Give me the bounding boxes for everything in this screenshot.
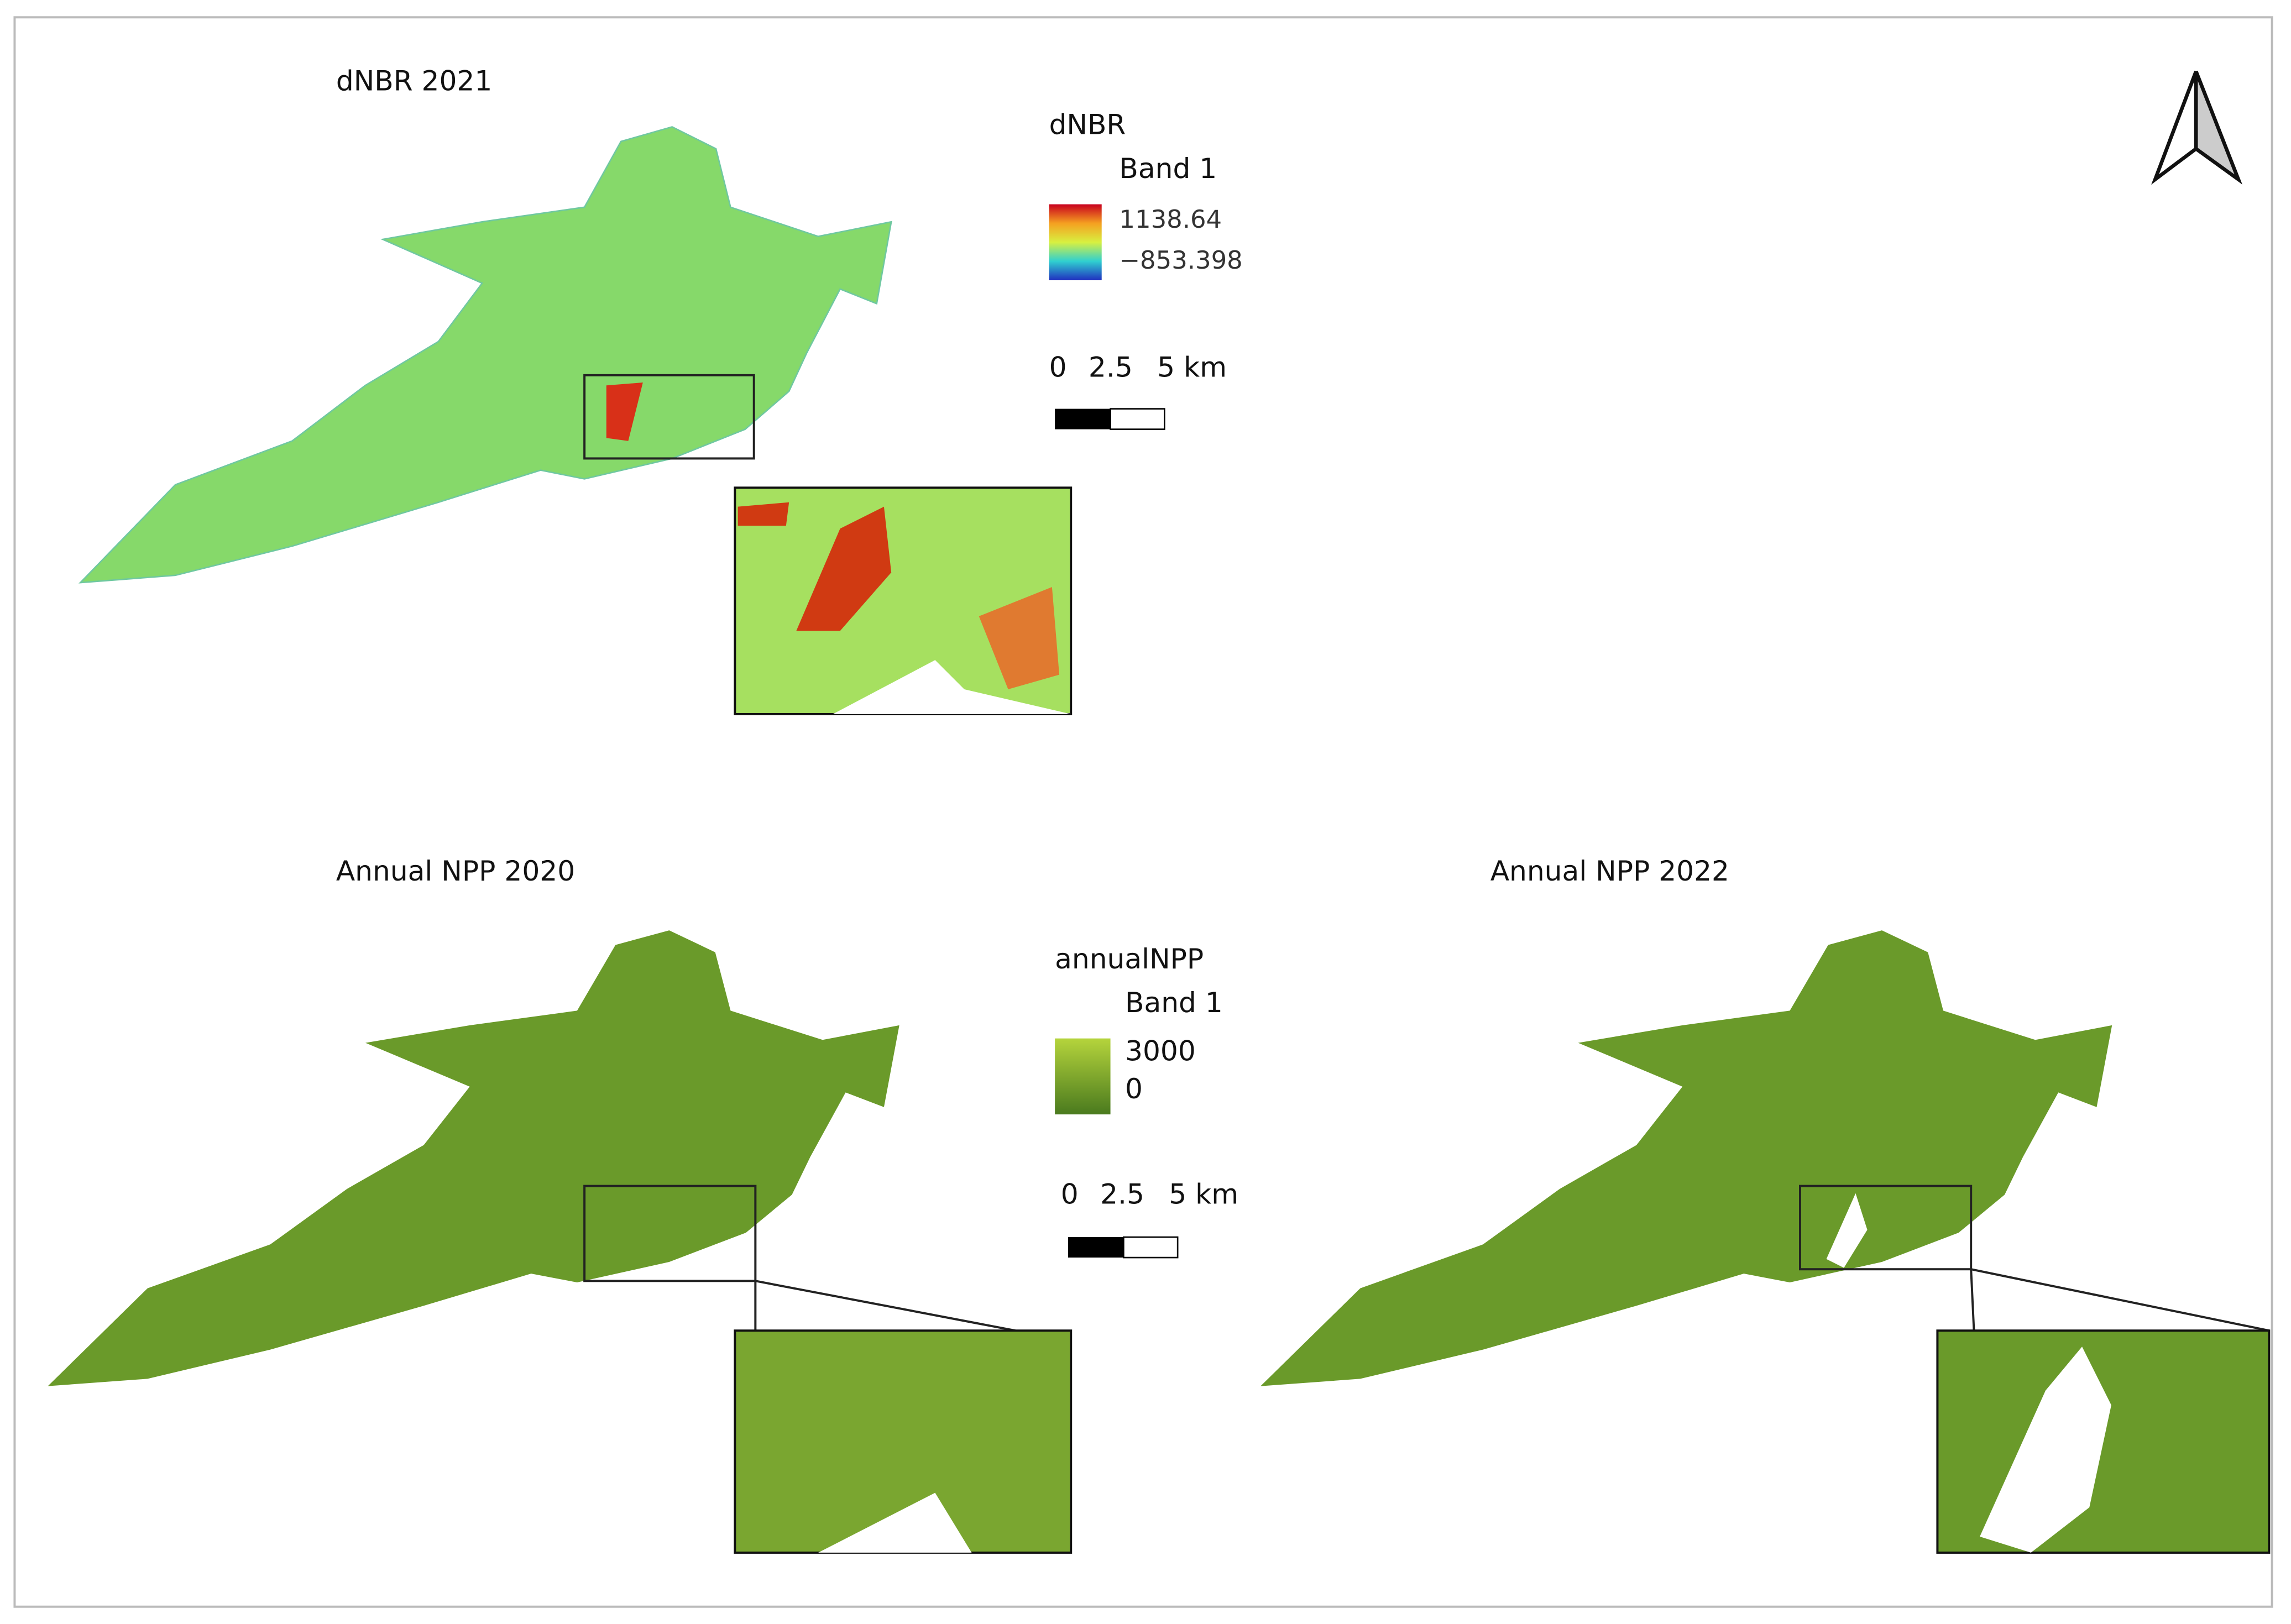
- scale-label: 5 km: [1169, 1177, 1238, 1210]
- scale-label: 0: [1049, 350, 1067, 383]
- panel-title: Annual NPP 2020: [336, 855, 575, 887]
- legend-max: 3000: [1125, 1034, 1196, 1067]
- scale-bar: [1055, 408, 1111, 429]
- scale-bar: [1123, 1236, 1179, 1259]
- scale-label: 5 km: [1157, 350, 1227, 383]
- scale-bar: [1110, 408, 1165, 430]
- scale-label: 2.5: [1089, 350, 1133, 383]
- scale-label: 0: [1061, 1177, 1079, 1210]
- legend-ramp: [1055, 1038, 1111, 1115]
- legend-min: 0: [1125, 1072, 1143, 1105]
- legend-ramp: [1049, 204, 1102, 280]
- panel-title: Annual NPP 2022: [1490, 855, 1729, 887]
- north-arrow: [2151, 70, 2243, 185]
- frame: [13, 16, 2273, 1608]
- legend-band: Band 1: [1119, 152, 1217, 185]
- npp-2020-map: [48, 930, 1073, 1554]
- legend-layer: dNBR: [1049, 108, 1126, 141]
- scale-bar: [1068, 1237, 1124, 1258]
- legend-max: 1138.64: [1119, 205, 1222, 234]
- panel-title: dNBR 2021: [336, 64, 492, 97]
- dnbr-map: [80, 126, 1073, 715]
- legend-band: Band 1: [1125, 986, 1223, 1019]
- legend-layer: annualNPP: [1055, 942, 1204, 975]
- npp-2022-map: [1260, 930, 2271, 1554]
- legend-min: −853.398: [1119, 245, 1242, 275]
- scale-label: 2.5: [1100, 1177, 1144, 1210]
